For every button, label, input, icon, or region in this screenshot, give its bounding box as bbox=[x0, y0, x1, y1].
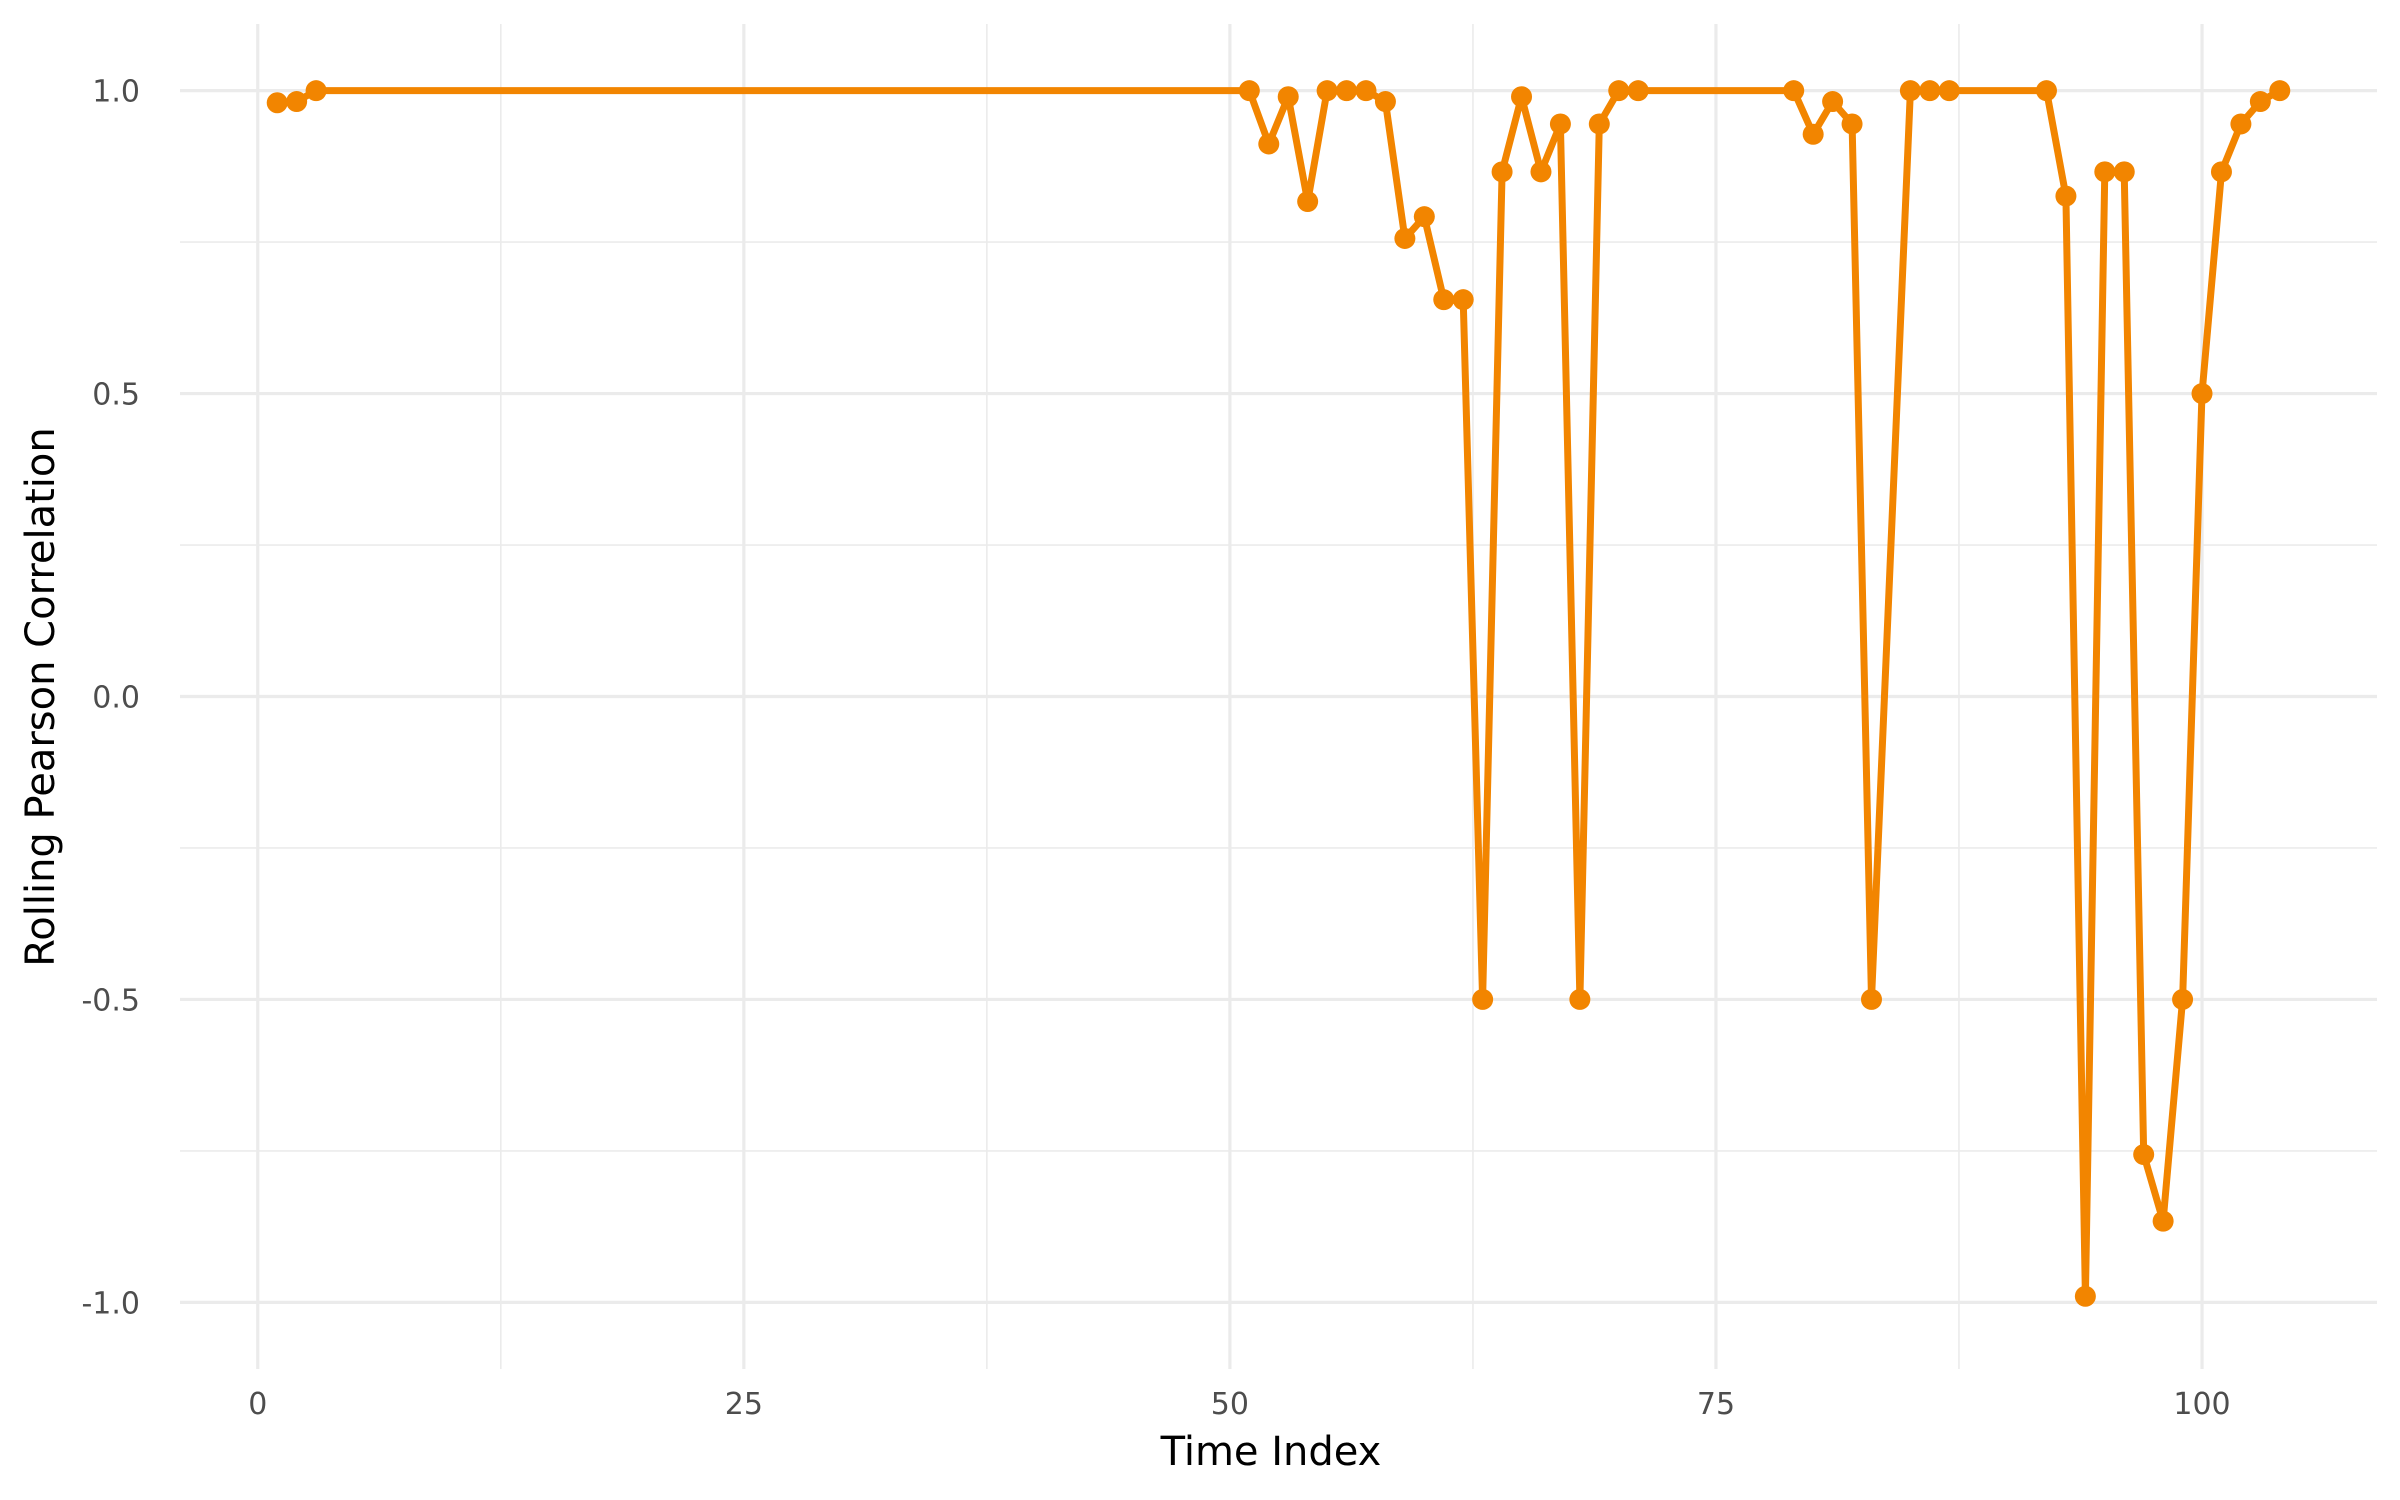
data-point bbox=[2230, 113, 2252, 135]
data-point bbox=[305, 80, 327, 102]
x-tick-label: 25 bbox=[725, 1387, 763, 1422]
data-point bbox=[266, 92, 288, 114]
tick-labels: 0 25 50 75 100 1.0 0.5 0.0 -0.5 -1.0 bbox=[81, 75, 2230, 1422]
data-point bbox=[1511, 86, 1533, 108]
data-point bbox=[1802, 123, 1824, 145]
data-point bbox=[1491, 161, 1513, 183]
data-point bbox=[1588, 113, 1610, 135]
data-point bbox=[2094, 161, 2116, 183]
y-tick-label: 1.0 bbox=[92, 75, 140, 110]
data-point bbox=[2249, 91, 2271, 113]
data-point bbox=[1938, 80, 1960, 102]
data-point bbox=[1530, 161, 1552, 183]
data-point bbox=[1394, 227, 1416, 249]
data-point bbox=[1608, 80, 1630, 102]
data-point bbox=[1374, 91, 1396, 113]
data-point bbox=[1297, 191, 1319, 213]
data-point bbox=[1822, 91, 1844, 113]
data-point bbox=[1783, 80, 1805, 102]
y-tick-label: 0.5 bbox=[92, 378, 140, 413]
data-point bbox=[2269, 80, 2291, 102]
y-tick-label: -1.0 bbox=[81, 1286, 140, 1321]
data-point bbox=[1549, 113, 1571, 135]
data-point bbox=[2191, 383, 2213, 405]
x-tick-label: 0 bbox=[248, 1387, 267, 1422]
data-point bbox=[1316, 80, 1338, 102]
data-point bbox=[1355, 80, 1377, 102]
data-point bbox=[1238, 80, 1260, 102]
data-point bbox=[1860, 988, 1882, 1010]
data-point bbox=[286, 91, 308, 113]
data-point bbox=[2172, 988, 2194, 1010]
x-tick-label: 100 bbox=[2173, 1387, 2230, 1422]
data-point bbox=[2035, 80, 2057, 102]
data-point bbox=[1433, 289, 1455, 311]
y-tick-label: -0.5 bbox=[81, 983, 140, 1018]
data-point bbox=[2055, 185, 2077, 207]
data-point bbox=[1413, 206, 1435, 228]
minor-gridlines bbox=[180, 24, 2377, 1369]
x-tick-label: 50 bbox=[1211, 1387, 1249, 1422]
data-point bbox=[2074, 1285, 2096, 1307]
data-point bbox=[1919, 80, 1941, 102]
data-point bbox=[1336, 80, 1358, 102]
series-layer bbox=[266, 80, 2291, 1307]
data-point bbox=[1627, 80, 1649, 102]
data-point bbox=[1569, 988, 1591, 1010]
data-point bbox=[1452, 289, 1474, 311]
data-point bbox=[2152, 1210, 2174, 1232]
data-point bbox=[2113, 161, 2135, 183]
data-point bbox=[1899, 80, 1921, 102]
data-point bbox=[2210, 161, 2232, 183]
y-axis-title: Rolling Pearson Correlation bbox=[18, 427, 64, 966]
x-axis-title: Time Index bbox=[1160, 1429, 1382, 1475]
x-tick-label: 75 bbox=[1697, 1387, 1735, 1422]
data-point bbox=[1277, 86, 1299, 108]
major-gridlines bbox=[180, 24, 2377, 1369]
data-point bbox=[1472, 988, 1494, 1010]
y-tick-label: 0.0 bbox=[92, 681, 140, 716]
data-point bbox=[1841, 113, 1863, 135]
data-point bbox=[2133, 1144, 2155, 1166]
series-line bbox=[273, 87, 2284, 1300]
data-point bbox=[1258, 133, 1280, 155]
